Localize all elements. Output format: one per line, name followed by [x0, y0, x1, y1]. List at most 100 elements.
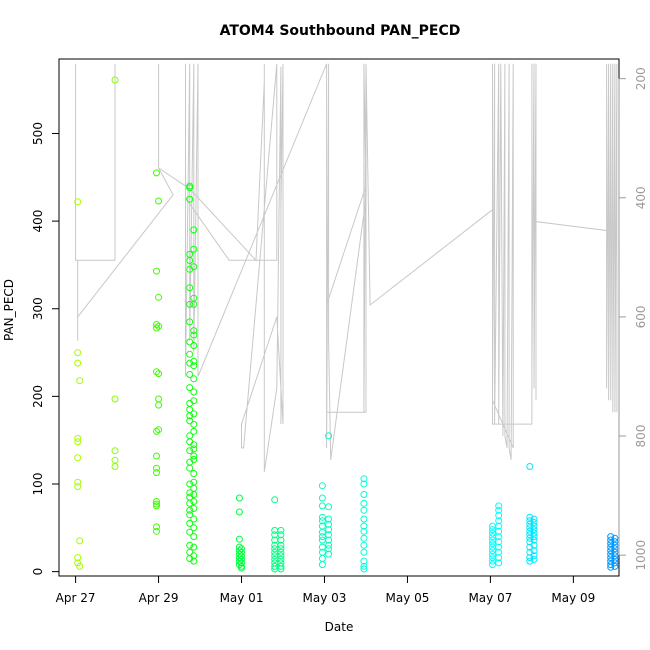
data-point [153, 169, 160, 177]
data-point [238, 552, 245, 560]
data-point [318, 502, 326, 510]
data-point [74, 454, 82, 462]
y-tick-label: 300 [31, 297, 45, 320]
data-point [360, 527, 368, 535]
data-point [325, 526, 333, 534]
data-point [318, 543, 326, 551]
data-point [76, 537, 84, 545]
data-point [153, 324, 160, 332]
data-point [526, 463, 534, 470]
data-point [489, 540, 496, 548]
data-point [111, 76, 119, 84]
data-point [238, 548, 245, 556]
data-point [360, 522, 368, 530]
data-point [190, 524, 198, 532]
data-point [238, 545, 245, 553]
data-point [186, 318, 194, 326]
data-point [190, 397, 198, 405]
data-point [155, 370, 163, 378]
data-point [186, 447, 194, 455]
data-point [277, 562, 285, 570]
data-point [489, 550, 496, 558]
y2-tick-label: 600 [634, 305, 648, 328]
data-point [318, 533, 326, 541]
data-point [153, 267, 160, 275]
data-point [360, 557, 368, 565]
data-point [489, 557, 496, 565]
y-tick-label: 200 [31, 385, 45, 408]
secondary-y-axis: 200 400 600 800 1000 [618, 67, 648, 571]
data-point [277, 536, 285, 544]
data-point [238, 559, 245, 567]
y-axis: 0 100 200 300 400 500 [31, 122, 60, 575]
data-point [186, 284, 194, 292]
data-point [530, 541, 538, 549]
data-point [190, 445, 198, 453]
data-point [495, 548, 503, 556]
data-point [153, 464, 160, 472]
data-point [186, 195, 194, 203]
data-point [318, 494, 326, 502]
data-point [111, 395, 119, 403]
data-point [526, 524, 534, 532]
data-point [360, 480, 368, 488]
data-point [611, 562, 619, 570]
data-point [186, 338, 194, 346]
data-point [489, 561, 496, 569]
data-point [190, 357, 198, 365]
data-point [153, 469, 160, 477]
data-point [190, 543, 198, 551]
data-point [190, 498, 198, 505]
profile-line [75, 63, 618, 472]
data-point [495, 533, 503, 541]
y-tick-label: 500 [31, 122, 45, 145]
data-point [526, 554, 534, 562]
data-point [325, 520, 333, 528]
data-point [238, 555, 245, 563]
data-point [526, 531, 534, 539]
data-point [495, 517, 503, 525]
data-point [611, 545, 619, 553]
data-point [530, 547, 538, 555]
data-point [235, 535, 243, 543]
y2-tick-label: 800 [634, 425, 648, 448]
data-point [74, 198, 82, 206]
data-point [111, 456, 119, 464]
data-point [526, 517, 534, 525]
data-point [318, 561, 326, 569]
data-point [190, 410, 198, 418]
data-point [360, 562, 368, 570]
data-point [530, 526, 538, 534]
data-point [489, 529, 496, 537]
data-point [611, 548, 619, 556]
data-point [155, 395, 163, 403]
data-point [607, 563, 615, 571]
data-point [526, 527, 534, 535]
data-point [190, 375, 198, 383]
data-point [318, 513, 326, 521]
data-point [190, 427, 198, 435]
data-point [186, 350, 194, 358]
data-point [530, 529, 538, 537]
y-tick-label: 100 [31, 473, 45, 496]
data-point [190, 557, 198, 565]
data-point [190, 327, 198, 335]
data-point [360, 499, 368, 507]
data-point [277, 545, 285, 553]
y2-tick-label: 1000 [634, 540, 648, 571]
chart-title: ATOM4 Southbound PAN_PECD [220, 23, 461, 39]
data-point [76, 377, 84, 385]
data-point [318, 555, 326, 562]
data-point [153, 527, 160, 535]
data-point [489, 547, 496, 555]
data-point [318, 517, 326, 525]
data-point [360, 548, 368, 556]
x-tick-label: May 03 [303, 591, 347, 605]
data-point [325, 515, 333, 523]
data-point [111, 463, 119, 470]
data-point [495, 522, 503, 530]
data-point [190, 388, 198, 396]
data-point [235, 508, 243, 516]
plot-frame [58, 58, 620, 577]
